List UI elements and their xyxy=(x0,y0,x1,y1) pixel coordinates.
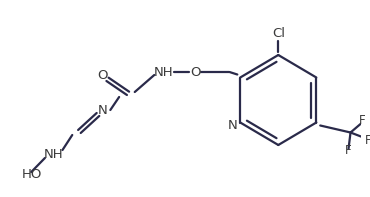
Text: F: F xyxy=(359,114,366,127)
Text: N: N xyxy=(228,119,237,132)
Text: O: O xyxy=(97,69,108,82)
Text: N: N xyxy=(98,103,107,116)
Text: F: F xyxy=(365,134,370,147)
Text: NH: NH xyxy=(44,149,64,162)
Text: Cl: Cl xyxy=(272,27,285,40)
Text: O: O xyxy=(190,65,201,78)
Text: NH: NH xyxy=(154,65,174,78)
Text: F: F xyxy=(345,144,352,157)
Text: HO: HO xyxy=(21,168,42,181)
